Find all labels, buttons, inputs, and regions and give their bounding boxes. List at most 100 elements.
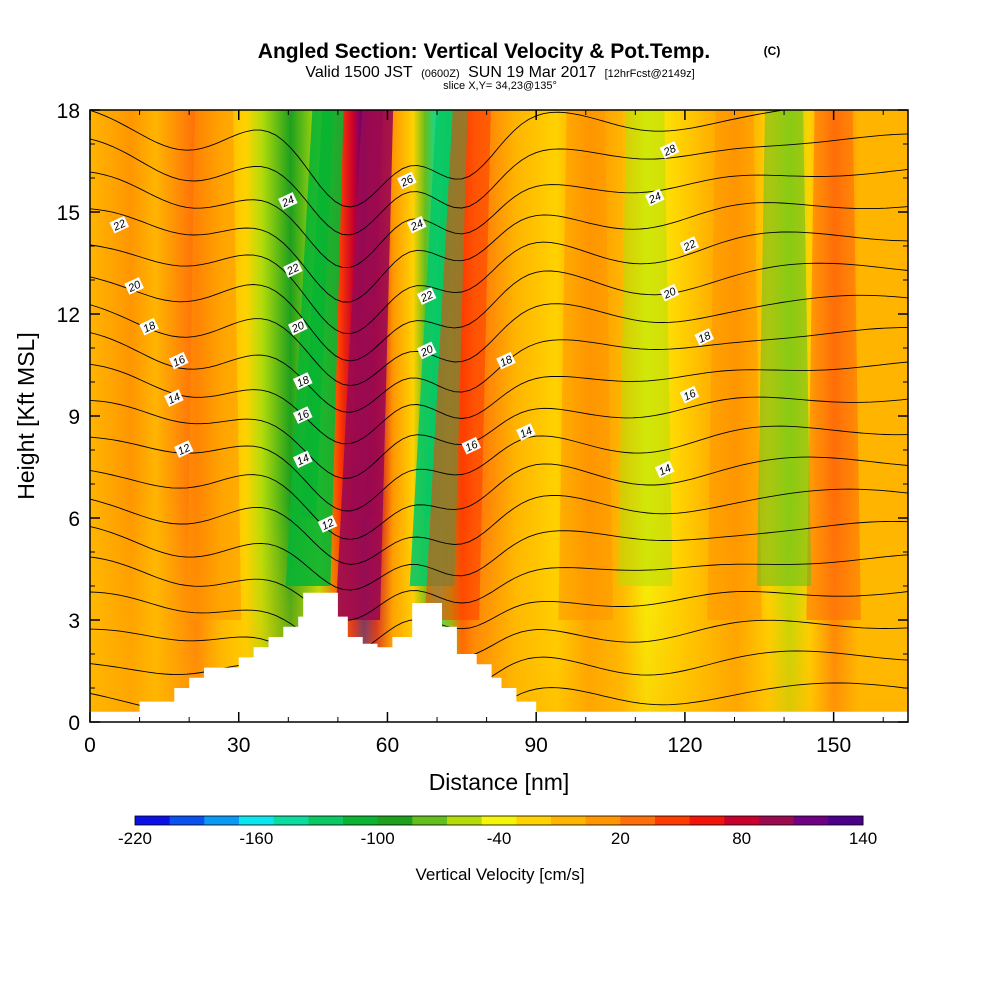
contour-label-8: 22 [283,260,303,278]
title-block: Angled Section: Vertical Velocity & Pot.… [258,40,781,92]
x-tick-label: 30 [227,734,250,757]
contour-label-box [416,287,437,305]
contour-label-22: 24 [644,188,665,207]
forecast-label: [12hrFcst@2149z] [605,68,695,80]
velocity-column-5 [186,110,242,620]
contour-label-2: 20 [124,277,144,295]
colorbar-bin-15 [620,816,656,825]
contour-label-box [516,423,536,441]
contour-label-18: 18 [496,351,516,370]
velocity-column-8 [806,110,861,620]
colorbar-bin-5 [273,816,309,825]
contour-label-box [694,328,715,346]
contour-label-text: 24 [408,218,425,234]
contour-label-23: 22 [679,236,700,254]
contour-label-20: 14 [516,423,536,441]
contour-label-11: 16 [292,406,313,424]
colorbar-bin-20 [793,816,829,825]
contour-label-text: 16 [171,353,188,369]
contour-label-5: 14 [164,389,184,407]
contour-labels: 22 20 18 16 14 12 24 22 20 18 16 14 12 26 24 22 20 18 16 14… [109,141,715,533]
x-tick-label: 90 [525,734,548,757]
colorbar-bin-6 [308,816,344,825]
colorbar-tick-label: -100 [361,829,395,848]
contour-label-box [496,351,516,370]
colorbar: -220 -160 -100 -40 20 80 140 [118,815,877,848]
contour-label-text: 28 [661,142,679,159]
contour-label-text: 22 [418,289,435,305]
contour-label-text: 22 [111,218,128,234]
contour-label-text: 16 [682,387,699,403]
contour-label-text: 16 [295,408,312,424]
contour-label-9: 20 [287,317,308,336]
chart-subtitle: Valid 1500 JST (0600Z) SUN 19 Mar 2017 [… [305,64,694,81]
contour-label-box [679,385,700,404]
contour-label-box [679,236,700,254]
contour-label-3: 18 [139,317,159,336]
contour-label-box [406,215,427,234]
theta-contour-23 [90,262,908,362]
contour-label-box [461,436,482,455]
velocity-column-7 [707,110,762,620]
chart-title: Angled Section: Vertical Velocity & Pot.… [258,40,710,63]
colorbar-bin-11 [481,816,517,825]
contour-label-13: 12 [317,515,338,533]
colorbar-bin-9 [412,816,448,825]
contour-label-box [416,341,437,360]
y-tick-label: 3 [68,610,80,633]
contour-label-25: 18 [694,328,715,346]
contour-label-box [644,188,665,207]
contour-label-box [292,372,313,390]
contour-label-16: 22 [416,287,437,305]
x-tick-label: 150 [816,734,851,757]
contour-label-4: 16 [168,351,189,370]
slice-label: slice X,Y= 34,23@135° [443,80,557,92]
y-tick-label: 18 [57,100,80,123]
contour-label-text: 22 [681,238,698,254]
contour-label-box [287,317,308,336]
contour-label-box [164,389,184,407]
y-tick-label: 15 [57,202,80,225]
colorbar-bin-10 [447,816,483,825]
valid-utc: (0600Z) [421,68,460,80]
contour-label-27: 14 [654,460,675,479]
colorbar-bin-17 [689,816,725,825]
colorbar-tick-label: -40 [487,829,512,848]
plot-area: 22 20 18 16 14 12 24 22 20 18 16 14 12 26 24 22 20 18 16 14… [90,110,908,722]
contour-label-text: 20 [126,278,144,295]
contour-label-7: 24 [278,192,298,210]
theta-contour-16 [90,488,908,565]
theta-contour-20 [90,361,908,445]
contour-label-box [654,460,675,479]
contour-label-text: 24 [279,194,296,210]
velocity-core-1 [349,110,384,518]
terrain-mask [90,592,908,722]
y-tick-label: 12 [57,304,80,327]
contour-label-21: 28 [659,141,680,159]
x-axis-label: Distance [nm] [429,769,570,795]
valid-date: SUN 19 Mar 2017 [468,64,596,81]
colorbar-bin-3 [204,816,240,825]
contour-label-6: 12 [173,440,194,458]
contour-label-box [283,260,303,278]
contour-label-26: 16 [679,385,700,404]
velocity-column-10 [756,110,812,586]
contour-label-text: 18 [498,353,515,369]
contour-label-box [124,277,144,295]
colorbar-tick-label: 80 [732,829,751,848]
contour-label-box [292,406,313,424]
contour-label-text: 18 [697,329,714,345]
colorbar-tick-label: -220 [118,829,152,848]
contour-label-text: 14 [657,462,673,478]
colorbar-bin-19 [759,816,795,825]
contour-label-12: 14 [292,450,313,468]
chart-title-unit: (C) [764,44,781,58]
theta-contour-21 [90,327,908,413]
contour-label-text: 12 [320,517,336,533]
colorbar-bin-12 [516,816,552,825]
colorbar-bin-8 [377,816,413,825]
y-tick-label: 0 [68,712,80,735]
theta-contour-27 [90,133,908,236]
theta-contour-19 [90,396,908,479]
